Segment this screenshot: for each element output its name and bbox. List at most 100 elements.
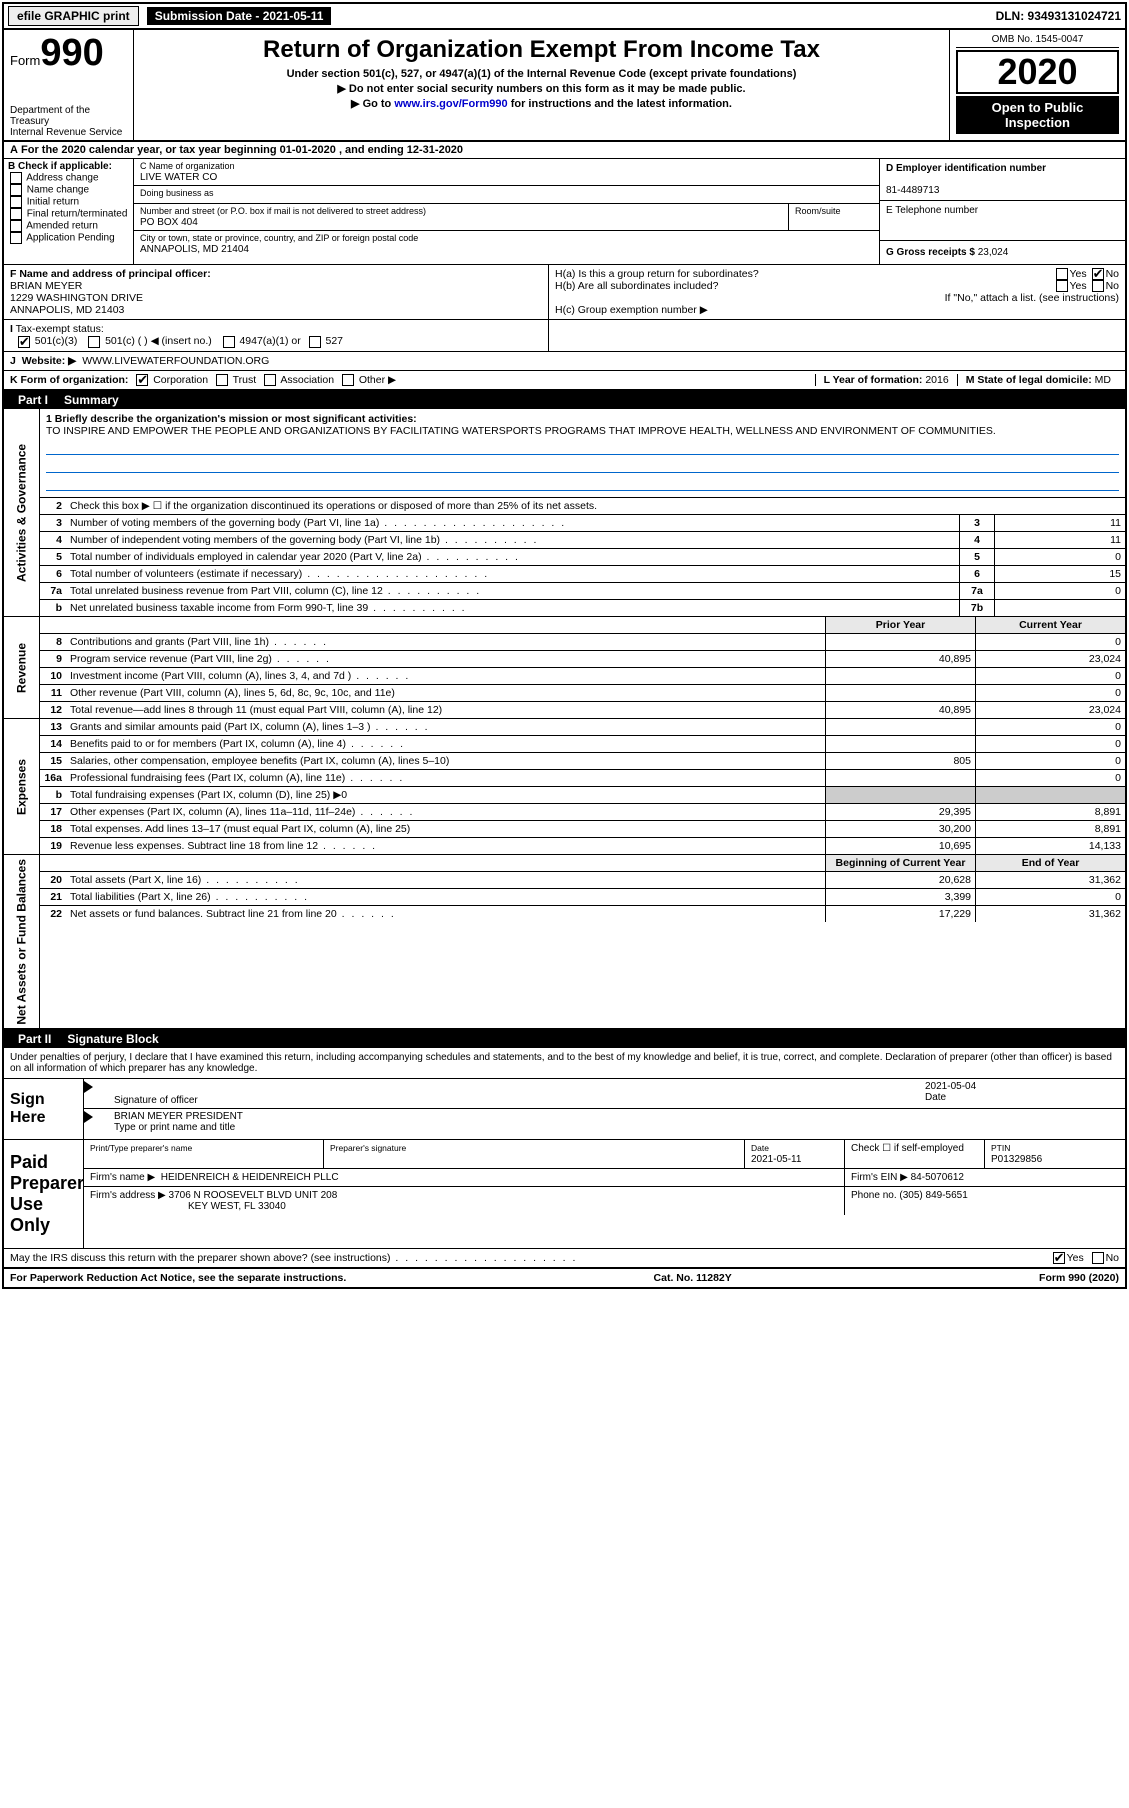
section-expenses: Expenses 13Grants and similar amounts pa… xyxy=(4,719,1125,855)
officer-name: BRIAN MEYER xyxy=(10,280,82,292)
ein-value: 81-4489713 xyxy=(886,185,939,196)
hb-no[interactable] xyxy=(1092,280,1104,292)
block-f-h: F Name and address of principal officer:… xyxy=(4,265,1125,320)
paid-preparer-label: Paid Preparer Use Only xyxy=(4,1140,84,1248)
check-name-change[interactable] xyxy=(10,184,22,196)
gross-receipts-label: G Gross receipts $ xyxy=(886,247,975,258)
officer-city: ANNAPOLIS, MD 21403 xyxy=(10,304,124,316)
hb-note: If "No," attach a list. (see instruction… xyxy=(555,292,1119,304)
part1-header: Part I Summary xyxy=(4,391,1125,409)
ptin-value: P01329856 xyxy=(991,1154,1042,1165)
line15-py: 805 xyxy=(825,753,975,769)
check-4947[interactable] xyxy=(223,336,235,348)
line19-py: 10,695 xyxy=(825,838,975,854)
line17-py: 29,395 xyxy=(825,804,975,820)
ein-label: D Employer identification number xyxy=(886,163,1046,174)
dba-label: Doing business as xyxy=(140,188,214,198)
omb-number: OMB No. 1545-0047 xyxy=(956,32,1119,48)
side-revenue: Revenue xyxy=(4,617,40,718)
line15-cy: 0 xyxy=(975,753,1125,769)
open-to-public: Open to Public Inspection xyxy=(956,96,1119,134)
hc-label: H(c) Group exemption number ▶ xyxy=(555,304,1119,316)
arrow-icon xyxy=(84,1111,93,1123)
sign-here-block: Sign Here Signature of officer 2021-05-0… xyxy=(4,1079,1125,1140)
officer-label: F Name and address of principal officer: xyxy=(10,268,211,280)
line5-value: 0 xyxy=(995,549,1125,565)
check-initial-return[interactable] xyxy=(10,196,22,208)
firm-phone: (305) 849-5651 xyxy=(899,1190,967,1201)
form-990-page: efile GRAPHIC print Submission Date - 20… xyxy=(2,2,1127,1289)
prep-date: 2021-05-11 xyxy=(751,1154,801,1165)
check-final-return[interactable] xyxy=(10,208,22,220)
paid-preparer-block: Paid Preparer Use Only Print/Type prepar… xyxy=(4,1140,1125,1249)
line11-cy: 0 xyxy=(975,685,1125,701)
pra-notice: For Paperwork Reduction Act Notice, see … xyxy=(10,1272,346,1284)
irs: Internal Revenue Service xyxy=(10,127,127,138)
line4-value: 11 xyxy=(995,532,1125,548)
efile-graphic-button[interactable]: efile GRAPHIC print xyxy=(8,6,139,26)
line18-cy: 8,891 xyxy=(975,821,1125,837)
cat-no: Cat. No. 11282Y xyxy=(654,1272,732,1284)
officer-name-title: BRIAN MEYER PRESIDENT xyxy=(114,1111,1125,1122)
phone-label: E Telephone number xyxy=(886,205,978,216)
check-trust[interactable] xyxy=(216,374,228,386)
website-row: J Website: ▶ WWW.LIVEWATERFOUNDATION.ORG xyxy=(4,352,1125,371)
check-application-pending[interactable] xyxy=(10,232,22,244)
ha-label: H(a) Is this a group return for subordin… xyxy=(555,268,759,280)
check-501c[interactable] xyxy=(88,336,100,348)
street-value: PO BOX 404 xyxy=(140,217,198,228)
block-i-j: I Tax-exempt status: 501(c)(3) 501(c) ( … xyxy=(4,320,1125,351)
section-net-assets: Net Assets or Fund Balances Beginning of… xyxy=(4,855,1125,1031)
line20-cy: 31,362 xyxy=(975,872,1125,888)
form-subtitle: Under section 501(c), 527, or 4947(a)(1)… xyxy=(140,68,943,80)
box-b-label: B Check if applicable: xyxy=(8,161,112,172)
ha-no[interactable] xyxy=(1092,268,1104,280)
discuss-no[interactable] xyxy=(1092,1252,1104,1264)
section-governance: Activities & Governance 1 Briefly descri… xyxy=(4,409,1125,617)
top-bar: efile GRAPHIC print Submission Date - 20… xyxy=(4,4,1125,30)
check-501c3[interactable] xyxy=(18,336,30,348)
sign-here-label: Sign Here xyxy=(4,1079,84,1139)
sig-officer-label: Signature of officer xyxy=(114,1095,925,1106)
sig-date-label: Date xyxy=(925,1092,1125,1103)
line7b-value xyxy=(995,600,1125,616)
line9-py: 40,895 xyxy=(825,651,975,667)
self-employed-check: Check ☐ if self-employed xyxy=(845,1140,985,1168)
instructions-link-line: ▶ Go to www.irs.gov/Form990 for instruct… xyxy=(140,97,943,110)
line21-py: 3,399 xyxy=(825,889,975,905)
section-revenue: Revenue Prior YearCurrent Year 8Contribu… xyxy=(4,617,1125,719)
line13-cy: 0 xyxy=(975,719,1125,735)
ha-yes[interactable] xyxy=(1056,268,1068,280)
check-527[interactable] xyxy=(309,336,321,348)
form990-link[interactable]: www.irs.gov/Form990 xyxy=(394,98,507,110)
line12-cy: 23,024 xyxy=(975,702,1125,718)
org-name: LIVE WATER CO xyxy=(140,172,217,183)
check-other[interactable] xyxy=(342,374,354,386)
check-amended-return[interactable] xyxy=(10,220,22,232)
form-header: Form990 Department of the Treasury Inter… xyxy=(4,30,1125,142)
line18-py: 30,200 xyxy=(825,821,975,837)
city-value: ANNAPOLIS, MD 21404 xyxy=(140,244,249,255)
line7a-value: 0 xyxy=(995,583,1125,599)
check-address-change[interactable] xyxy=(10,172,22,184)
line10-cy: 0 xyxy=(975,668,1125,684)
line19-cy: 14,133 xyxy=(975,838,1125,854)
dept-treasury: Department of the Treasury xyxy=(10,105,127,127)
line17-cy: 8,891 xyxy=(975,804,1125,820)
year-formation: 2016 xyxy=(925,374,948,386)
part2-header: Part II Signature Block xyxy=(4,1030,1125,1048)
firm-addr2: KEY WEST, FL 33040 xyxy=(188,1201,286,1212)
hb-yes[interactable] xyxy=(1056,280,1068,292)
line14-cy: 0 xyxy=(975,736,1125,752)
line20-py: 20,628 xyxy=(825,872,975,888)
side-net-assets: Net Assets or Fund Balances xyxy=(4,855,40,1029)
discuss-row: May the IRS discuss this return with the… xyxy=(4,1249,1125,1269)
discuss-yes[interactable] xyxy=(1053,1252,1065,1264)
line22-py: 17,229 xyxy=(825,906,975,922)
arrow-icon xyxy=(84,1081,93,1093)
check-assoc[interactable] xyxy=(264,374,276,386)
org-name-label: C Name of organization xyxy=(140,161,235,171)
side-governance: Activities & Governance xyxy=(4,409,40,616)
state-domicile: MD xyxy=(1095,374,1111,386)
check-corp[interactable] xyxy=(136,374,148,386)
